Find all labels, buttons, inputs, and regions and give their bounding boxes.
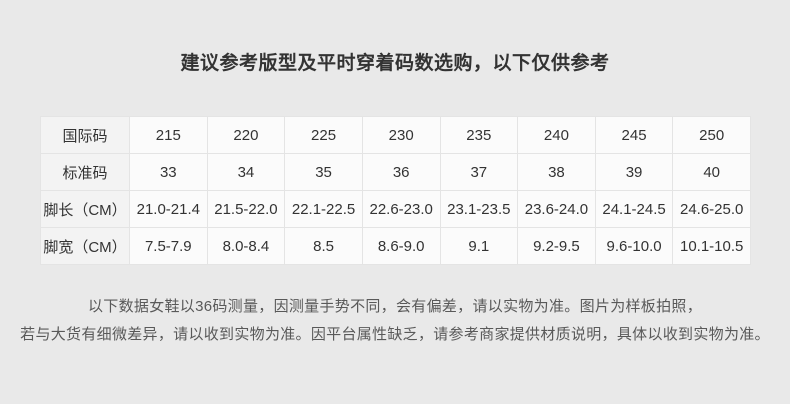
size-cell: 8.6-9.0 [361,227,441,265]
size-cell: 215 [129,116,208,154]
size-cell: 220 [206,116,286,154]
size-cell: 9.1 [439,227,519,265]
footnote-line-2: 若与大货有细微差异，请以收到实物为准。因平台属性缺乏，请参考商家提供材质说明，具… [20,326,770,343]
size-cell: 22.6-23.0 [361,190,441,228]
footnote-line-1: 以下数据女鞋以36码测量，因测量手势不同，会有偏差，请以实物为准。图片为样板拍照… [88,298,702,315]
size-cell: 245 [594,116,674,154]
size-cell: 23.6-24.0 [517,190,596,228]
page-title: 建议参考版型及平时穿着码数选购，以下仅供参考 [180,53,610,74]
size-cell: 250 [672,116,751,154]
size-table: 国际码 215 220 225 230 235 240 245 250 标准码 … [40,116,751,265]
size-cell: 24.1-24.5 [594,190,674,228]
row-label-foot-width: 脚宽（CM） [40,227,130,265]
size-cell: 235 [439,116,519,154]
size-cell: 36 [361,153,441,191]
table-row-foot-length: 脚长（CM） 21.0-21.4 21.5-22.0 22.1-22.5 22.… [40,190,751,228]
size-cell: 7.5-7.9 [129,227,208,265]
size-cell: 9.2-9.5 [517,227,596,265]
size-cell: 33 [129,153,208,191]
size-cell: 34 [206,153,286,191]
size-cell: 38 [517,153,596,191]
table-row-foot-width: 脚宽（CM） 7.5-7.9 8.0-8.4 8.5 8.6-9.0 9.1 9… [40,227,751,265]
table-row-international-size: 国际码 215 220 225 230 235 240 245 250 [40,116,751,154]
size-cell: 10.1-10.5 [672,227,751,265]
row-label-foot-length: 脚长（CM） [40,190,130,228]
size-cell: 230 [361,116,441,154]
table-row-standard-size: 标准码 33 34 35 36 37 38 39 40 [40,153,751,191]
size-cell: 21.0-21.4 [129,190,208,228]
size-cell: 8.0-8.4 [206,227,286,265]
size-cell: 37 [439,153,519,191]
row-label-international-size: 国际码 [40,116,130,154]
size-cell: 40 [672,153,751,191]
size-cell: 39 [594,153,674,191]
row-label-standard-size: 标准码 [40,153,130,191]
size-cell: 23.1-23.5 [439,190,519,228]
size-cell: 8.5 [284,227,363,265]
size-cell: 225 [284,116,363,154]
size-cell: 22.1-22.5 [284,190,363,228]
size-cell: 240 [517,116,596,154]
size-cell: 35 [284,153,363,191]
size-cell: 21.5-22.0 [206,190,286,228]
size-cell: 9.6-10.0 [594,227,674,265]
size-cell: 24.6-25.0 [672,190,751,228]
